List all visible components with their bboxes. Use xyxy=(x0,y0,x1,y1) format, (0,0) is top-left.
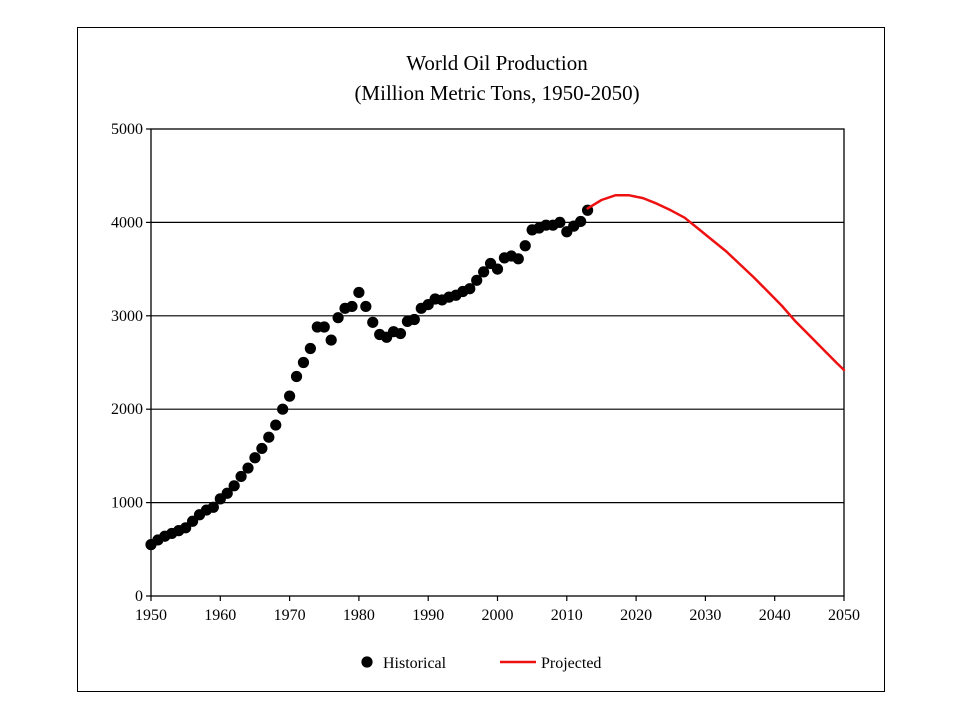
historical-point xyxy=(284,390,296,402)
historical-point xyxy=(325,334,337,346)
historical-point xyxy=(304,342,316,355)
x-tick-label: 2020 xyxy=(620,607,652,624)
historical-point xyxy=(367,316,379,328)
x-tick-label: 2050 xyxy=(828,607,860,624)
y-tick-label: 5000 xyxy=(111,121,143,138)
y-axis: 0 1000 2000 3000 4000 5000 xyxy=(111,121,151,605)
historical-point xyxy=(491,263,504,275)
historical-point xyxy=(394,327,407,340)
x-tick-label: 1980 xyxy=(343,607,375,624)
historical-point xyxy=(290,370,303,383)
projected-line xyxy=(586,194,846,372)
legend: Historical Projected xyxy=(361,655,601,672)
historical-point xyxy=(353,286,365,299)
historical-point xyxy=(408,313,420,326)
y-tick-label: 1000 xyxy=(111,495,143,512)
historical-point xyxy=(332,312,344,324)
y-tick-label: 2000 xyxy=(111,401,143,418)
plot-area xyxy=(150,128,845,597)
historical-point xyxy=(512,253,524,265)
historical-point xyxy=(242,462,254,474)
historical-point xyxy=(464,283,476,295)
chart-subtitle: (Million Metric Tons, 1950-2050) xyxy=(354,81,639,105)
legend-projected-label: Projected xyxy=(541,655,601,672)
historical-point xyxy=(228,480,240,492)
projected-series xyxy=(586,194,846,372)
historical-point xyxy=(256,442,268,455)
chart-frame: World Oil Production (Million Metric Ton… xyxy=(77,27,885,692)
historical-point xyxy=(249,452,261,464)
x-tick-label: 1950 xyxy=(135,607,167,624)
historical-point xyxy=(346,300,358,313)
historical-point xyxy=(519,240,531,252)
x-tick-label: 2000 xyxy=(482,607,514,624)
x-tick-label: 1970 xyxy=(274,607,306,624)
historical-point xyxy=(360,300,372,313)
x-tick-label: 2040 xyxy=(759,607,791,624)
historical-point xyxy=(318,321,330,333)
x-axis: 1950 1960 1970 1980 1990 2000 2010 2020 2030 2040… xyxy=(135,596,860,624)
y-tick-label: 4000 xyxy=(111,214,143,231)
chart-svg: World Oil Production (Million Metric Ton… xyxy=(111,51,860,672)
historical-series xyxy=(145,204,594,551)
historical-point xyxy=(554,216,566,228)
historical-point xyxy=(263,431,275,443)
chart-title: World Oil Production xyxy=(406,51,588,75)
historical-point xyxy=(207,501,219,513)
historical-point xyxy=(478,266,490,278)
historical-point xyxy=(471,274,483,286)
historical-point xyxy=(235,470,247,483)
historical-point xyxy=(277,403,289,415)
x-tick-label: 1990 xyxy=(412,607,444,624)
grid-lines xyxy=(151,221,844,504)
y-tick-label: 0 xyxy=(135,588,143,605)
historical-point xyxy=(270,419,282,431)
x-tick-label: 2010 xyxy=(551,607,583,624)
x-tick-label: 2030 xyxy=(689,607,721,624)
y-tick-label: 3000 xyxy=(111,308,143,325)
x-tick-label: 1960 xyxy=(204,607,236,624)
historical-point xyxy=(297,356,310,369)
legend-historical-label: Historical xyxy=(383,655,447,672)
legend-historical-marker xyxy=(361,656,373,668)
historical-point xyxy=(575,215,587,228)
historical-point xyxy=(221,487,233,499)
